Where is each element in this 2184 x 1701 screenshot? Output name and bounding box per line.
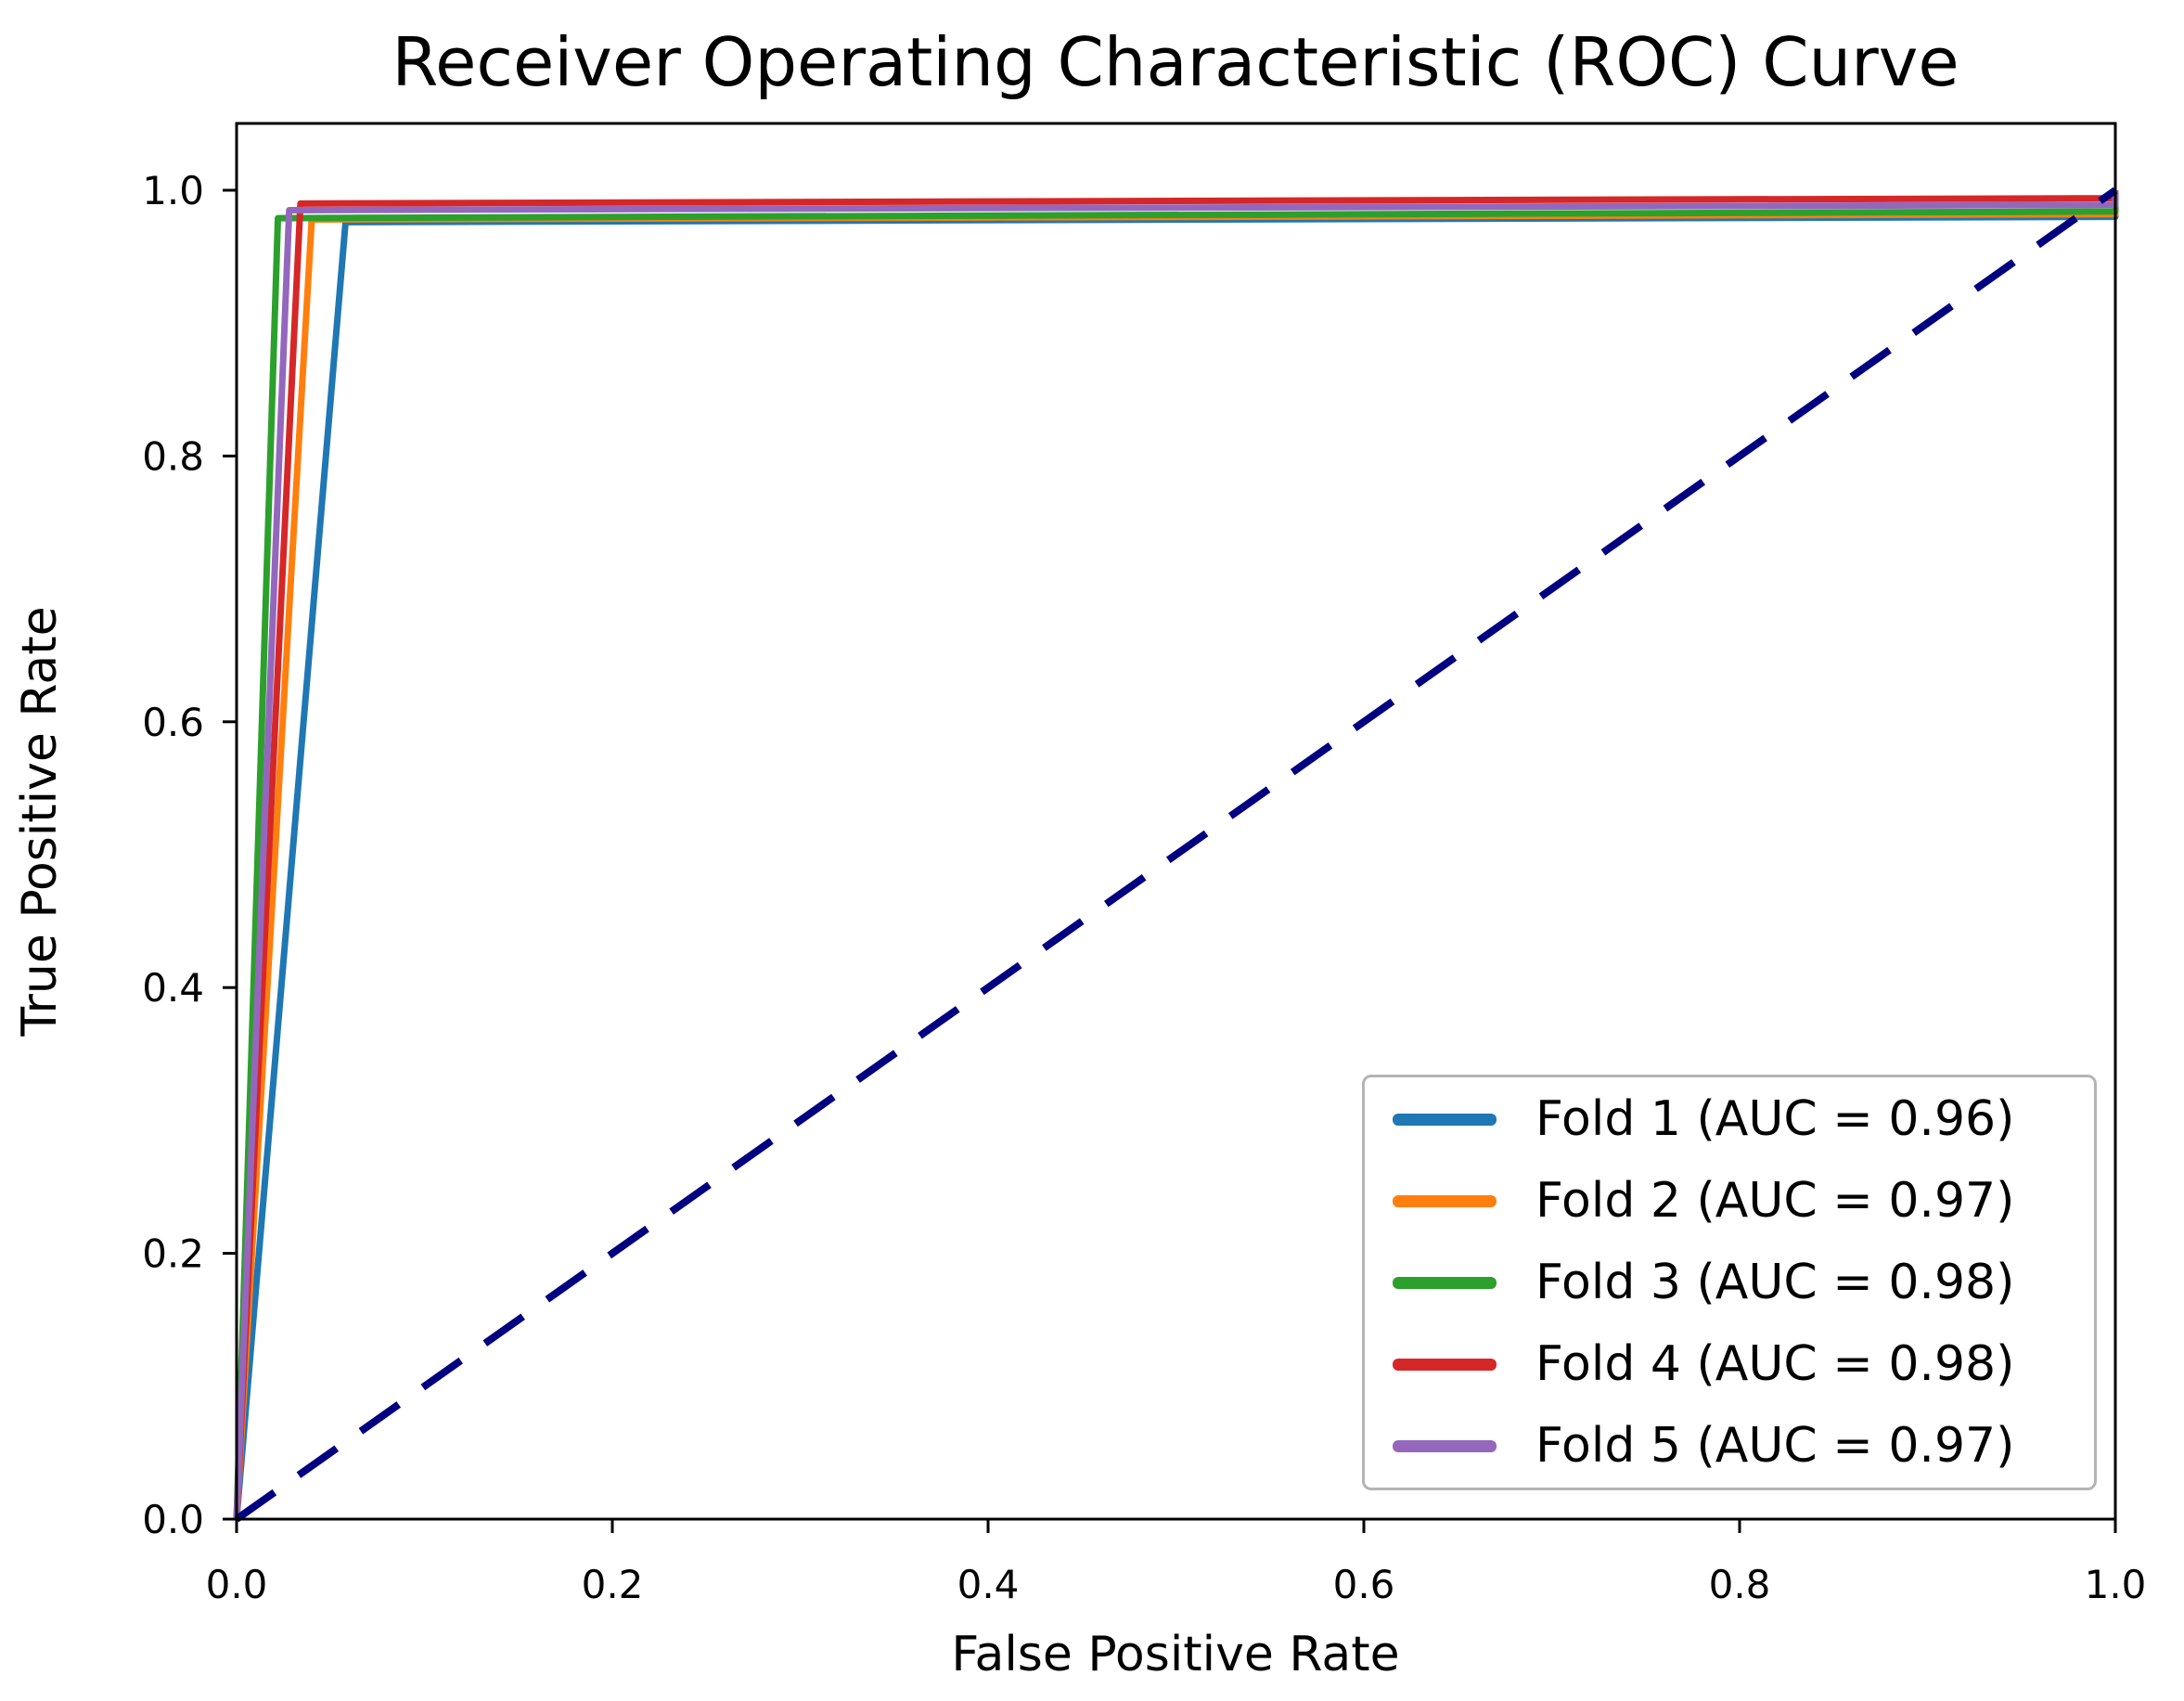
legend-line-swatch-fold-1 [1393, 1113, 1497, 1126]
legend-item-fold-4: Fold 4 (AUC = 0.98) [1365, 1323, 2094, 1405]
chart-title: Receiver Operating Characteristic (ROC) … [392, 23, 1959, 101]
chance-diagonal-line [234, 187, 2118, 1523]
x-tick-label-4: 0.8 [1709, 1562, 1771, 1607]
y-tick-label-0: 0.0 [142, 1497, 204, 1542]
legend-item-fold-3: Fold 3 (AUC = 0.98) [1365, 1242, 2094, 1323]
axis-ticks: 0.0 0.2 0.4 0.6 0.8 1.0 0.0 0.2 0.4 0.6 0.8 1.0 [142, 168, 2146, 1607]
legend-label-fold-3: Fold 3 (AUC = 0.98) [1535, 1255, 2015, 1310]
y-tick-label-5: 1.0 [142, 168, 204, 213]
legend-label-fold-5: Fold 5 (AUC = 0.97) [1535, 1418, 2015, 1474]
legend-item-fold-1: Fold 1 (AUC = 0.96) [1365, 1078, 2094, 1160]
chance-diagonal [234, 187, 2118, 1523]
legend-item-fold-5: Fold 5 (AUC = 0.97) [1365, 1405, 2094, 1487]
legend-line-swatch-fold-3 [1393, 1276, 1497, 1289]
x-tick-label-2: 0.4 [957, 1562, 1020, 1607]
x-tick-label-0: 0.0 [206, 1562, 268, 1607]
y-tick-label-3: 0.6 [142, 700, 204, 745]
legend-box: Fold 1 (AUC = 0.96) Fold 2 (AUC = 0.97) Fo… [1362, 1075, 2097, 1490]
legend-label-fold-2: Fold 2 (AUC = 0.97) [1535, 1173, 2015, 1229]
legend-label-fold-4: Fold 4 (AUC = 0.98) [1535, 1336, 2015, 1392]
legend-line-swatch-fold-4 [1393, 1358, 1497, 1371]
legend-label-fold-1: Fold 1 (AUC = 0.96) [1535, 1091, 2015, 1147]
x-axis-label: False Positive Rate [951, 1627, 1399, 1682]
x-tick-label-5: 1.0 [2085, 1562, 2147, 1607]
y-tick-label-2: 0.4 [142, 965, 204, 1011]
x-tick-label-1: 0.2 [582, 1562, 644, 1607]
y-axis-label: True Positive Rate [12, 606, 68, 1037]
x-tick-label-3: 0.6 [1333, 1562, 1395, 1607]
legend-item-fold-2: Fold 2 (AUC = 0.97) [1365, 1160, 2094, 1242]
plot-border [235, 122, 2117, 1521]
y-tick-label-4: 0.8 [142, 433, 204, 479]
y-tick-label-1: 0.2 [142, 1231, 204, 1277]
legend-line-swatch-fold-5 [1393, 1439, 1497, 1452]
legend-line-swatch-fold-2 [1393, 1194, 1497, 1207]
